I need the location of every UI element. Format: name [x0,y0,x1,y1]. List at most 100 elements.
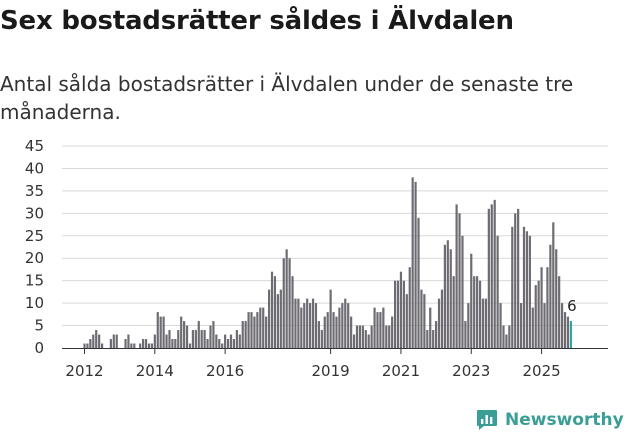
bar [393,280,397,348]
bar [215,334,218,348]
bar [218,339,221,348]
bar [443,244,446,348]
bar [505,334,508,348]
y-tick-label: 30 [25,204,44,222]
bar [291,276,294,348]
bar [279,289,282,348]
bar [171,339,174,348]
bar [92,334,95,348]
bar [461,235,464,348]
bar [221,343,224,348]
bar [514,213,517,348]
bar [323,316,326,348]
bar [162,316,165,348]
bar [294,298,297,348]
bar [153,334,156,348]
latest-value-label: 6 [567,297,577,315]
x-tick-label: 2012 [65,362,103,380]
bar [306,298,309,348]
bar [484,298,488,348]
x-tick-label: 2019 [312,362,350,380]
bar [455,204,458,348]
bar [100,343,104,348]
bar [511,226,514,348]
bar [423,294,426,348]
bar [399,271,403,348]
bar [478,280,482,348]
bar [566,316,570,348]
brand-name: Newsworthy [505,410,624,430]
bar [288,258,291,348]
bar [300,307,303,348]
bar [437,298,441,348]
bar [452,276,455,348]
bar [338,307,341,348]
bar [226,339,230,348]
bar [528,235,531,348]
bar [150,343,153,348]
bar [519,303,523,348]
bar [373,307,376,348]
bar [396,280,400,348]
newsworthy-logo[interactable]: Newsworthy [476,409,624,431]
bar [109,339,112,348]
bar [247,312,250,348]
bar [426,330,429,348]
y-tick-label: 40 [25,159,44,177]
bar [115,334,118,348]
bar [320,330,323,348]
bar [405,294,408,348]
bar [127,334,130,348]
bar [388,325,391,348]
bar [203,330,206,348]
bar [180,316,183,348]
bar [256,312,259,348]
bar [282,258,285,348]
bar [508,325,511,348]
bar [124,339,127,348]
bar [168,330,171,348]
bar [358,325,362,348]
bar [361,325,364,348]
bar [139,343,142,348]
bar [376,312,379,348]
bar [391,316,394,348]
bar [481,298,485,348]
bar [273,276,277,348]
bar [458,213,461,348]
y-tick-label: 15 [25,272,44,290]
bar [364,330,367,348]
bar [449,249,452,348]
bar [440,289,444,348]
chart-title: Sex bostadsrätter såldes i Älvdalen [0,6,514,36]
bar [537,280,540,348]
bar [232,339,236,348]
bar [379,312,382,348]
bar [502,325,505,348]
bar [435,321,438,348]
bar [332,312,335,348]
y-tick-label: 35 [25,182,44,200]
bar [563,312,567,348]
bar [347,303,350,348]
x-tick-label: 2016 [206,362,244,380]
bar [490,204,493,348]
newsworthy-bars-icon [477,410,497,430]
chart-subtitle: Antal sålda bostadsrätter i Älvdalen und… [0,72,574,124]
bar [244,321,247,348]
x-tick-label: 2023 [452,362,490,380]
bar [191,330,195,348]
y-tick-label: 5 [34,317,44,335]
bar [487,208,490,348]
bar [432,330,435,348]
bar [467,303,470,348]
x-tick-label: 2025 [522,362,560,380]
bar [159,316,162,348]
y-tick-label: 0 [34,339,44,357]
bar [370,325,373,348]
bar [185,325,189,348]
bar [470,253,473,348]
bar [382,307,385,348]
bar [352,334,356,348]
bar [86,343,89,348]
